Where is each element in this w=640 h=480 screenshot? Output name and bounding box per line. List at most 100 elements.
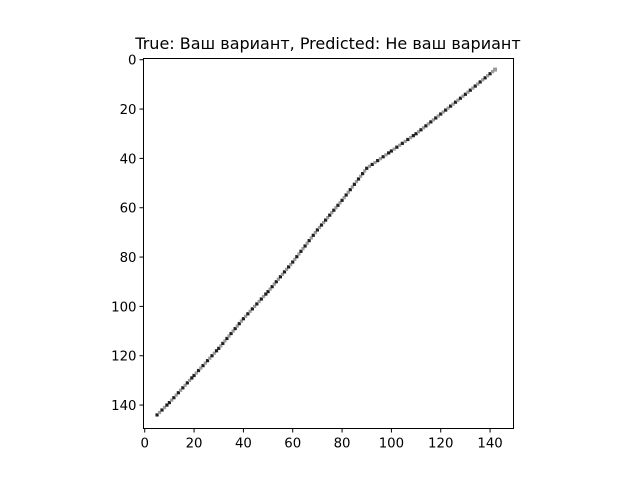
stroke-pixel [429, 120, 433, 124]
stroke-pixel [229, 331, 233, 336]
stroke-pixel [253, 304, 257, 308]
stroke-pixel [235, 324, 239, 328]
stroke-pixel [403, 139, 407, 144]
stroke-pixel [205, 359, 210, 363]
y-tick-label: 140 [111, 399, 136, 414]
stroke-pixel [231, 329, 235, 333]
stroke-pixel [408, 135, 413, 140]
stroke-pixel [167, 401, 171, 405]
y-tick-label: 0 [128, 54, 136, 69]
stroke-pixel [363, 169, 367, 173]
stroke-pixel [227, 334, 231, 338]
stroke-pixel [358, 174, 363, 178]
stroke-pixel [398, 143, 402, 147]
stroke-pixel [313, 231, 317, 235]
stroke-pixel [241, 317, 245, 321]
stroke-pixel [365, 166, 369, 170]
y-tick-label: 40 [120, 152, 137, 167]
stroke-pixel [174, 393, 178, 397]
stroke-pixel [272, 282, 276, 286]
stroke-pixel [336, 203, 340, 207]
digit-stroke [155, 67, 497, 417]
stroke-pixel [315, 228, 319, 232]
stroke-pixel [350, 185, 354, 189]
stroke-pixel [473, 84, 477, 88]
stroke-pixel [352, 182, 356, 186]
stroke-pixel [219, 344, 223, 348]
stroke-pixel [303, 244, 307, 248]
stroke-pixel [165, 403, 169, 407]
stroke-pixel [453, 100, 458, 104]
stroke-pixel [185, 381, 189, 385]
stroke-pixel [172, 396, 176, 400]
stroke-pixel [441, 110, 445, 114]
stroke-pixel [434, 116, 438, 120]
stroke-pixel [370, 162, 374, 167]
stroke-pixel [246, 312, 250, 316]
x-tick-label: 20 [186, 437, 203, 452]
stroke-pixel [183, 383, 187, 387]
stroke-pixel [328, 213, 332, 217]
stroke-pixel [414, 132, 418, 136]
stroke-pixel [468, 88, 472, 92]
stroke-pixel [221, 341, 225, 345]
stroke-pixel [203, 361, 207, 365]
stroke-pixel [319, 223, 324, 227]
stroke-pixel [426, 122, 430, 126]
stroke-pixel [176, 391, 180, 395]
stroke-pixel [297, 252, 301, 256]
x-axis: 0 20 40 60 80 100 120 140 [140, 428, 503, 452]
stroke-pixel [210, 354, 214, 358]
stroke-pixel [354, 180, 359, 184]
stroke-pixel [334, 206, 338, 210]
stroke-pixel [395, 145, 399, 149]
stroke-pixel [317, 225, 322, 230]
stroke-pixel [356, 177, 361, 181]
stroke-pixel [276, 277, 280, 281]
stroke-pixel [338, 201, 342, 205]
stroke-pixel [421, 126, 426, 130]
y-tick-label: 60 [120, 202, 137, 217]
stroke-pixel [307, 239, 311, 243]
stroke-pixel [259, 297, 263, 301]
stroke-pixel [389, 149, 393, 153]
stroke-pixel [342, 196, 346, 200]
stroke-pixel [289, 262, 293, 267]
stroke-pixel [293, 257, 297, 261]
stroke-pixel [461, 94, 465, 98]
stroke-pixel [376, 158, 380, 163]
stroke-pixel [268, 287, 272, 291]
stroke-pixel [458, 96, 463, 100]
stroke-pixel [478, 80, 482, 84]
stroke-pixel [266, 290, 270, 294]
x-tick-label: 40 [235, 437, 252, 452]
stroke-pixel [250, 307, 254, 311]
stroke-pixel [493, 67, 497, 72]
stroke-pixel [392, 147, 396, 151]
y-tick-label: 120 [111, 350, 136, 365]
stroke-pixel [486, 74, 490, 78]
stroke-pixel [387, 151, 391, 155]
stroke-pixel [406, 137, 410, 142]
stroke-pixel [223, 339, 227, 343]
stroke-pixel [400, 141, 404, 145]
stroke-pixel [155, 413, 159, 417]
stroke-pixel [301, 247, 305, 251]
stroke-pixel [264, 292, 268, 296]
stroke-pixel [214, 349, 219, 353]
stroke-pixel [255, 302, 259, 306]
stroke-pixel [194, 371, 198, 375]
stroke-pixel [170, 398, 174, 402]
stroke-pixel [217, 346, 221, 350]
stroke-pixel [261, 294, 266, 299]
stroke-pixel [431, 118, 435, 122]
stroke-pixel [291, 260, 295, 264]
stroke-pixel [248, 309, 252, 313]
stroke-pixel [471, 86, 475, 90]
stroke-pixel [481, 78, 485, 82]
stroke-pixel [244, 314, 248, 318]
stroke-pixel [278, 275, 282, 279]
stroke-pixel [270, 285, 274, 289]
stroke-pixel [311, 233, 315, 237]
